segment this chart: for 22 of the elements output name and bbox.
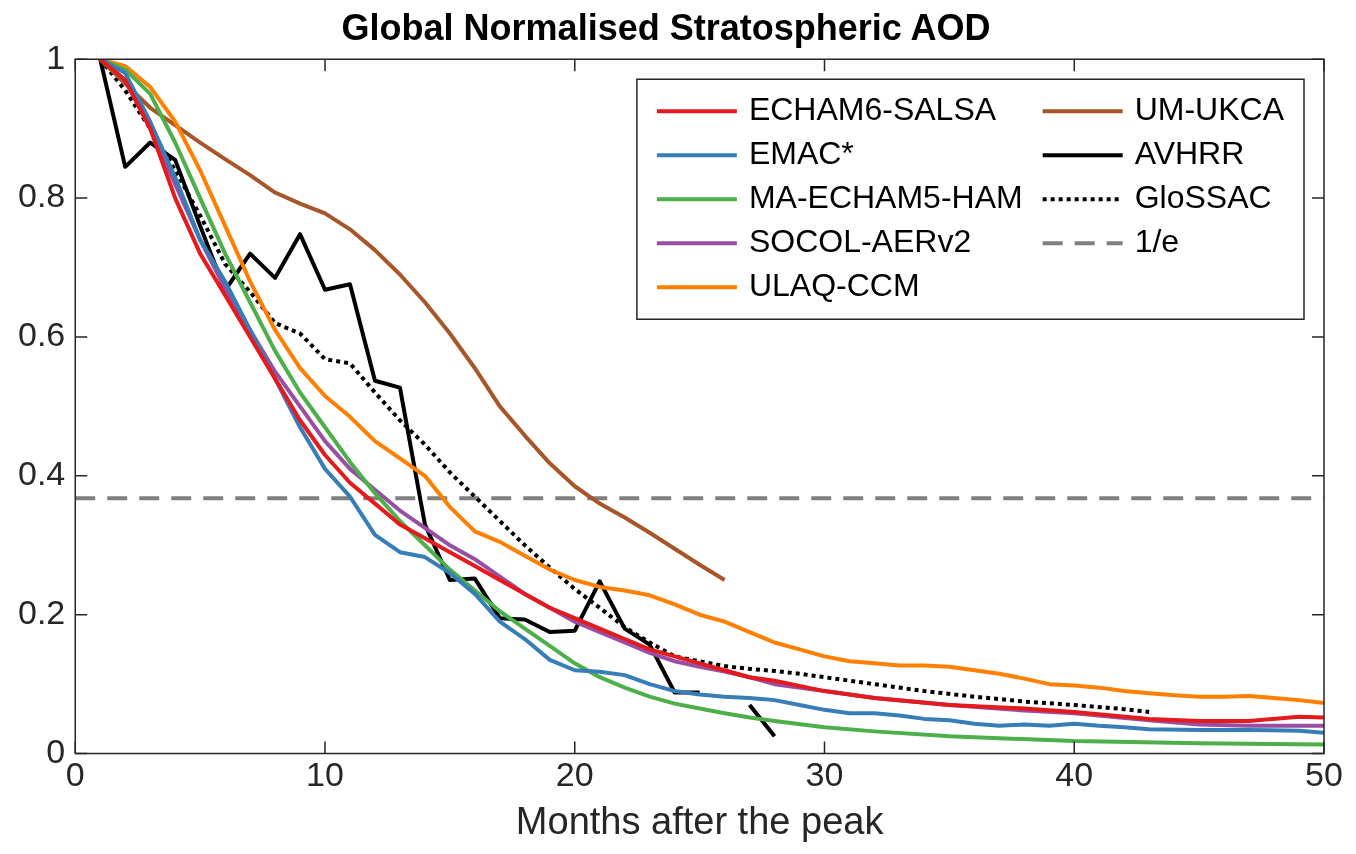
legend-label: MA-ECHAM5-HAM xyxy=(748,179,1023,216)
x-tick-label: 50 xyxy=(1305,755,1343,794)
y-tick-label: 0.2 xyxy=(18,593,66,632)
legend-label: EMAC* xyxy=(748,135,854,172)
legend-label: ULAQ-CCM xyxy=(748,267,920,304)
legend-label: GloSSAC xyxy=(1134,179,1272,216)
y-tick-label: 0.8 xyxy=(18,176,66,215)
x-tick-label: 30 xyxy=(805,755,844,794)
x-axis-title: Months after the peak xyxy=(515,799,885,842)
x-tick-label: 20 xyxy=(555,755,594,794)
x-tick-label: 40 xyxy=(1055,755,1094,794)
legend-label: SOCOL-AERv2 xyxy=(748,223,972,260)
legend-label: AVHRR xyxy=(1134,135,1245,172)
legend-label: UM-UKCA xyxy=(1134,91,1285,128)
y-tick-label: 0 xyxy=(46,731,66,770)
y-tick-label: 0.4 xyxy=(18,454,66,493)
y-tick-label: 1 xyxy=(46,37,66,76)
legend-label: 1/e xyxy=(1134,223,1180,260)
chart-title: Global Normalised Stratospheric AOD xyxy=(341,6,991,48)
x-tick-label: 10 xyxy=(306,755,344,794)
legend-label: ECHAM6-SALSA xyxy=(748,91,997,128)
y-tick-label: 0.6 xyxy=(18,315,66,354)
